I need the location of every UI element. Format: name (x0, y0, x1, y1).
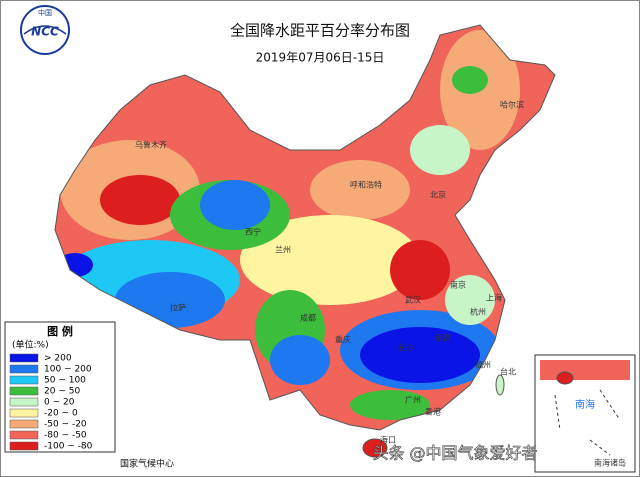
city: 西宁 (245, 227, 261, 237)
legend-swatch (9, 364, 39, 374)
legend-label: 20 ~ 50 (44, 387, 80, 397)
city: 兰州 (275, 245, 291, 255)
legend-label: -80 ~ -50 (44, 431, 87, 441)
legend-swatch (9, 386, 39, 396)
city: 呼和浩特 (350, 180, 382, 190)
legend-swatch (9, 353, 39, 363)
city: 福州 (475, 361, 491, 370)
city: 武汉 (405, 295, 421, 305)
city: 海口 (380, 435, 396, 445)
inset-sea: 南海 (575, 398, 595, 411)
inset: 南海 南海诸岛 (534, 354, 636, 473)
city: 成都 (300, 313, 316, 323)
taiwan (495, 374, 505, 396)
legend-label: -50 ~ -20 (44, 420, 87, 430)
city: 杭州 (470, 307, 486, 317)
city: 上海 (486, 293, 502, 303)
logo-main: NCC (31, 25, 59, 39)
city-labels: 乌鲁木齐 拉萨 西宁 兰州 成都 重庆 武汉 长沙 南昌 杭州 上海 南京 北京… (135, 100, 524, 445)
city: 乌鲁木齐 (135, 140, 167, 150)
city: 哈尔滨 (500, 100, 524, 110)
logo: 中国 NCC (20, 5, 70, 55)
legend-swatch (9, 441, 39, 451)
legend-label: -100 ~ -80 (44, 442, 93, 452)
legend-swatch (9, 430, 39, 440)
logo-top: 中国 (38, 8, 52, 17)
legend-swatch (9, 397, 39, 407)
legend-label: 0 ~ 20 (44, 398, 75, 408)
city: 南京 (450, 280, 466, 290)
legend-swatch (9, 408, 39, 418)
title: 全国降水距平百分率分布图 (230, 22, 410, 40)
city: 广州 (405, 395, 421, 405)
city: 台北 (500, 367, 516, 377)
city: 长沙 (398, 343, 414, 353)
city: 拉萨 (170, 303, 186, 313)
legend-swatch (9, 375, 39, 385)
legend-unit: (单位:%) (12, 339, 49, 351)
city: 重庆 (335, 335, 351, 345)
city: 香港 (425, 407, 441, 417)
watermark: 头条 @中国气象爱好者 (372, 444, 537, 463)
legend-label: 50 ~ 100 (44, 376, 86, 386)
hainan (362, 438, 388, 458)
legend-label: > 200 (44, 354, 72, 364)
legend-swatch (9, 419, 39, 429)
country-border (54, 24, 556, 431)
city: 北京 (430, 190, 446, 200)
city: 南昌 (435, 333, 451, 343)
legend-title: 图 例 (47, 324, 73, 338)
source: 国家气候中心 (120, 458, 174, 470)
legend-label: 100 ~ 200 (44, 365, 92, 375)
inset-islands: 南海诸岛 (594, 458, 626, 468)
legend-label: -20 ~ 0 (44, 409, 78, 419)
subtitle: 2019年07月06日-15日 (256, 51, 385, 65)
